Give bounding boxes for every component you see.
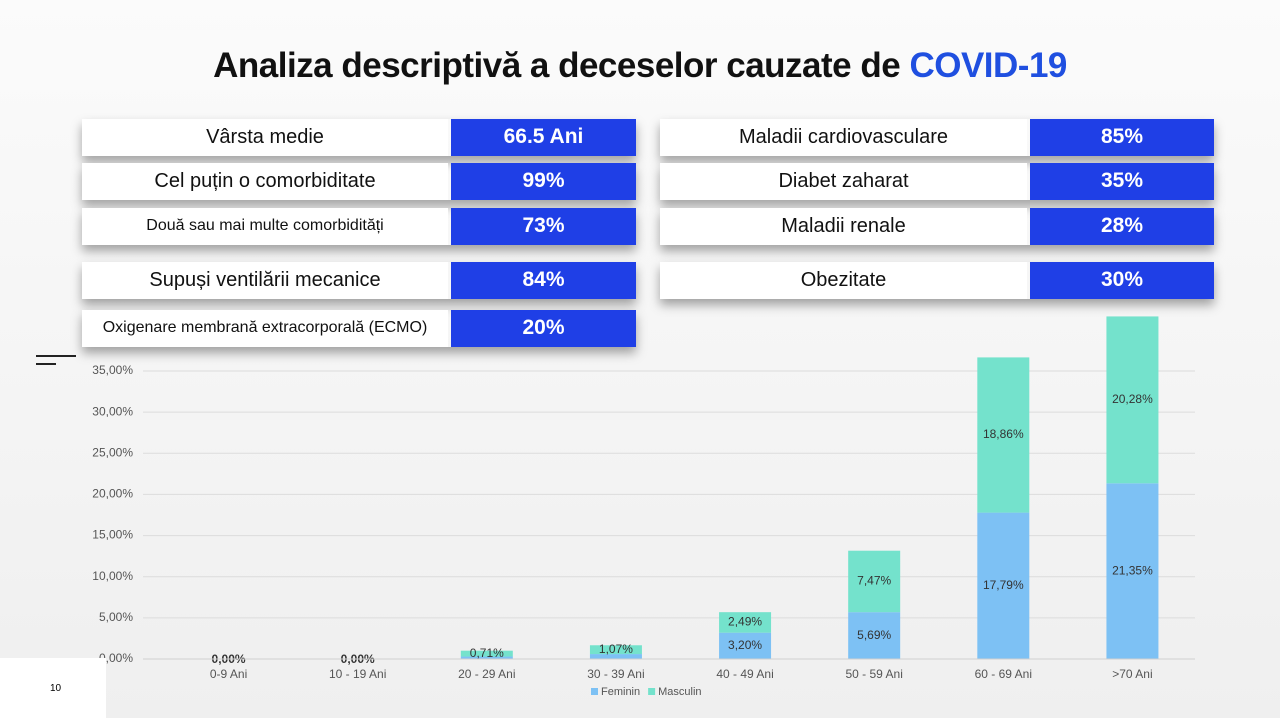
stat-row: Cel puțin o comorbiditate 99% [82, 163, 636, 200]
bar-segment [1106, 316, 1159, 484]
bar-segment [719, 632, 772, 659]
stat-row: Două sau mai multe comorbidități 73% [82, 208, 636, 245]
stat-row: Maladii renale 28% [660, 208, 1214, 245]
data-label: 1,07% [599, 642, 633, 656]
bar-segment [460, 656, 513, 659]
x-tick-label: >70 Ani [1112, 667, 1152, 681]
legend-label: Masculin [658, 686, 701, 698]
legend-swatch [591, 688, 598, 695]
stat-label: Cel puțin o comorbiditate [82, 163, 448, 200]
stat-value: 28% [1030, 208, 1214, 245]
bar-segment [589, 645, 642, 655]
x-tick-label: 50 - 59 Ani [846, 667, 903, 681]
x-tick-label: 10 - 19 Ani [329, 667, 386, 681]
page-number: 10 [0, 658, 106, 718]
stat-value: 85% [1030, 119, 1214, 156]
data-label: 17,79% [983, 578, 1024, 592]
y-tick-label: 20,00% [92, 487, 133, 501]
x-tick-label: 0-9 Ani [210, 667, 247, 681]
x-tick-label: 60 - 69 Ani [975, 667, 1032, 681]
stat-label: Obezitate [660, 262, 1027, 299]
legend-swatch [648, 688, 656, 695]
data-label: 20,28% [1112, 392, 1153, 406]
bar-segment [1106, 483, 1159, 659]
title-highlight: COVID-19 [909, 46, 1067, 85]
x-tick-label: 20 - 29 Ani [458, 667, 515, 681]
stat-label: Diabet zaharat [660, 163, 1027, 200]
y-tick-label: 5,00% [99, 610, 133, 624]
stat-label: Supuși ventilării mecanice [82, 262, 448, 299]
data-label: 21,35% [1112, 563, 1153, 577]
bar-segment [460, 650, 513, 657]
legend-label: Feminin [601, 686, 640, 698]
stat-value: 66.5 Ani [451, 119, 636, 156]
stat-label: Maladii renale [660, 208, 1027, 245]
stat-row: Diabet zaharat 35% [660, 163, 1214, 200]
y-tick-label: 25,00% [92, 445, 133, 459]
y-tick-label: 10,00% [92, 569, 133, 583]
stat-row: Vârsta medie 66.5 Ani [82, 119, 636, 156]
data-label: 7,47% [857, 574, 891, 588]
bar-segment [719, 612, 772, 633]
stat-value: 84% [451, 262, 636, 299]
stat-value: 20% [451, 310, 636, 347]
stat-value: 99% [451, 163, 636, 200]
stat-row: Maladii cardiovasculare 85% [660, 119, 1214, 156]
title-text: Analiza descriptivă a deceselor cauzate … [213, 46, 901, 85]
data-label: 2,49% [728, 615, 762, 629]
bar-segment [848, 612, 901, 659]
x-tick-label: 40 - 49 Ani [716, 667, 773, 681]
stat-row: Oxigenare membrană extracorporală (ECMO)… [82, 310, 636, 347]
bar-segment [977, 357, 1030, 513]
stat-value: 35% [1030, 163, 1214, 200]
stat-label: Oxigenare membrană extracorporală (ECMO) [82, 310, 448, 347]
data-label: 0,71% [470, 646, 504, 660]
stat-value: 73% [451, 208, 636, 245]
stat-row: Supuși ventilării mecanice 84% [82, 262, 636, 299]
y-tick-label: 0,00% [99, 651, 133, 665]
stat-row: Obezitate 30% [660, 262, 1214, 299]
stat-value: 30% [1030, 262, 1214, 299]
stat-label: Două sau mai multe comorbidități [82, 208, 448, 245]
data-label: 5,69% [857, 628, 891, 642]
bar-segment [977, 512, 1030, 659]
x-tick-label: 30 - 39 Ani [587, 667, 644, 681]
stat-label: Vârsta medie [82, 119, 448, 156]
data-label: 18,86% [983, 427, 1024, 441]
y-tick-label: 15,00% [92, 528, 133, 542]
y-tick-label: 35,00% [92, 363, 133, 377]
y-tick-label: 30,00% [92, 404, 133, 418]
stat-label: Maladii cardiovasculare [660, 119, 1027, 156]
data-label: 3,20% [728, 638, 762, 652]
bar-segment [589, 654, 642, 659]
bar-segment [848, 550, 901, 613]
slide-title: Analiza descriptivă a deceselor cauzate … [0, 46, 1280, 86]
